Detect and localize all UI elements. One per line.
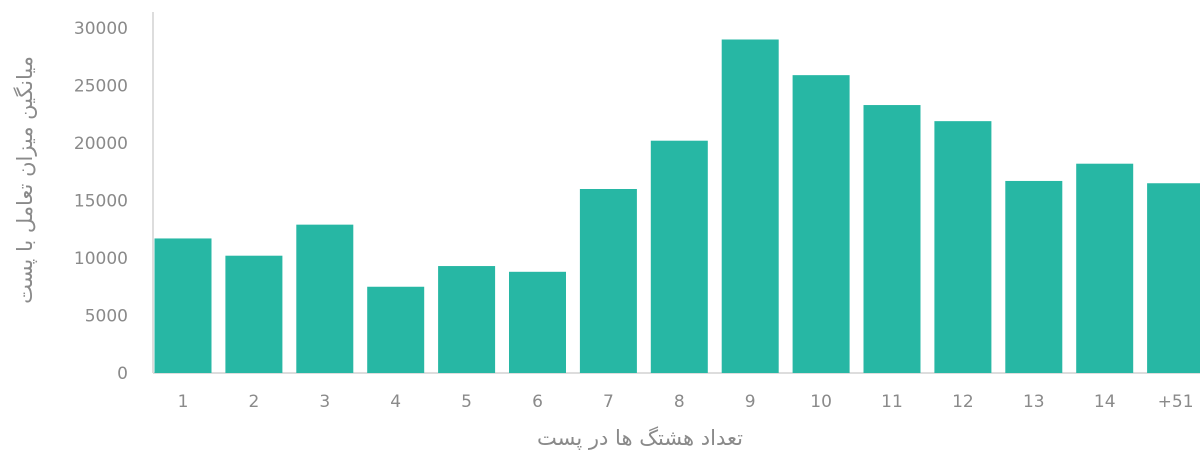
y-tick-label: 10000 — [74, 249, 128, 269]
bar — [225, 255, 283, 373]
y-tick-label: 0 — [117, 364, 128, 384]
y-axis-ticks: 0 5000 10000 15000 20000 25000 30000 — [74, 19, 128, 384]
x-tick-label: 11 — [881, 392, 903, 412]
x-tick-label: 12 — [952, 392, 974, 412]
x-tick-label: 8 — [674, 392, 685, 412]
y-tick-label: 20000 — [74, 134, 128, 154]
bar — [1147, 183, 1200, 373]
x-axis-ticks: 1 2 3 4 5 6 7 8 9 10 11 12 13 14 15+ — [178, 392, 1194, 412]
x-tick-label: 4 — [390, 392, 401, 412]
bar — [650, 140, 708, 373]
bar — [296, 224, 354, 373]
x-tick-label: 2 — [248, 392, 259, 412]
x-tick-label: 1 — [178, 392, 189, 412]
bar — [509, 271, 566, 373]
y-axis-title: میانگین میزان تعامل با پست — [13, 56, 37, 304]
x-tick-label: 5 — [461, 392, 472, 412]
bar — [1005, 180, 1063, 373]
x-axis-title: تعداد هشتگ ها در پست — [537, 426, 743, 450]
y-tick-label: 25000 — [74, 77, 128, 97]
y-tick-label: 15000 — [74, 192, 128, 212]
bar — [154, 238, 212, 373]
x-tick-label: 14 — [1094, 392, 1116, 412]
x-tick-label: 10 — [810, 392, 832, 412]
y-tick-label: 5000 — [85, 307, 128, 327]
bar — [792, 75, 850, 374]
bar — [438, 266, 496, 373]
x-tick-label: 13 — [1023, 392, 1045, 412]
bars — [154, 39, 1200, 374]
bar — [721, 39, 779, 373]
y-tick-label: 30000 — [74, 19, 128, 39]
bar — [579, 189, 637, 373]
x-tick-label: 9 — [745, 392, 756, 412]
x-tick-label: 7 — [603, 392, 614, 412]
bar — [863, 105, 921, 374]
bar — [1076, 163, 1134, 373]
bar — [367, 286, 425, 373]
x-tick-label: 6 — [532, 392, 543, 412]
bar — [934, 121, 992, 374]
x-tick-label: 15+ — [1158, 392, 1194, 412]
x-tick-label: 3 — [319, 392, 330, 412]
